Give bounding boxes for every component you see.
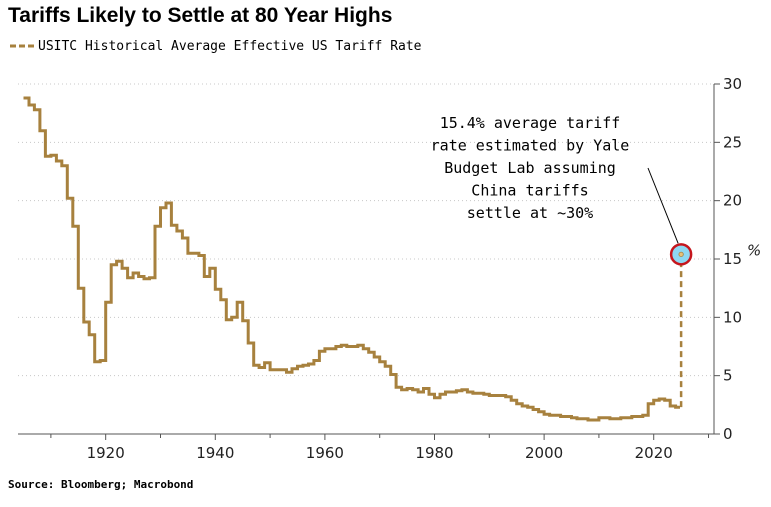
- annotation-leader-line: [647, 167, 679, 244]
- annotation-line: settle at ~30%: [467, 204, 593, 222]
- grid-lines: [18, 83, 714, 377]
- annotation-line: rate estimated by Yale: [431, 137, 630, 155]
- source-note: Source: Bloomberg; Macrobond: [8, 478, 194, 491]
- x-tick-label: 1980: [415, 444, 453, 462]
- chart-title: Tariffs Likely to Settle at 80 Year High…: [8, 4, 393, 27]
- percent-unit-marker: %: [747, 241, 761, 259]
- y-tick-label: 15: [723, 250, 742, 268]
- y-tick-label: 10: [723, 308, 742, 326]
- x-tick-label: 2020: [635, 444, 673, 462]
- x-tick-labels: 1920 1940 1960 1980 2000 2020: [87, 444, 673, 462]
- legend: USITC Historical Average Effective US Ta…: [10, 36, 422, 56]
- annotation-line: 15.4% average tariff: [440, 114, 621, 132]
- x-tick-label: 1920: [87, 444, 125, 462]
- x-tick-label: 1940: [196, 444, 234, 462]
- annotation-line: Budget Lab assuming: [444, 159, 616, 177]
- y-tick-label: 30: [723, 75, 742, 93]
- x-tick-label: 2000: [525, 444, 563, 462]
- chart: 1920 1940 1960 1980 2000 2020 0 5 10 15 20 25 30 % 1…: [18, 75, 761, 462]
- series-line-historical: [23, 96, 680, 422]
- annotation-layer: % 15.4% average tariff rate estimated by Y…: [431, 114, 761, 266]
- y-tick-label: 0: [723, 425, 733, 443]
- y-tick-label: 20: [723, 192, 742, 210]
- y-tick-labels: 0 5 10 15 20 25 30: [723, 75, 742, 443]
- y-tick-label: 25: [723, 133, 742, 151]
- legend-swatch: [10, 44, 34, 48]
- axes: [18, 83, 720, 440]
- x-tick-label: 1960: [306, 444, 344, 462]
- series-layer: [23, 96, 683, 422]
- annotation-line: China tariffs: [471, 182, 588, 200]
- legend-label: USITC Historical Average Effective US Ta…: [38, 38, 422, 54]
- highlight-point: [678, 251, 684, 257]
- y-tick-label: 5: [723, 367, 733, 385]
